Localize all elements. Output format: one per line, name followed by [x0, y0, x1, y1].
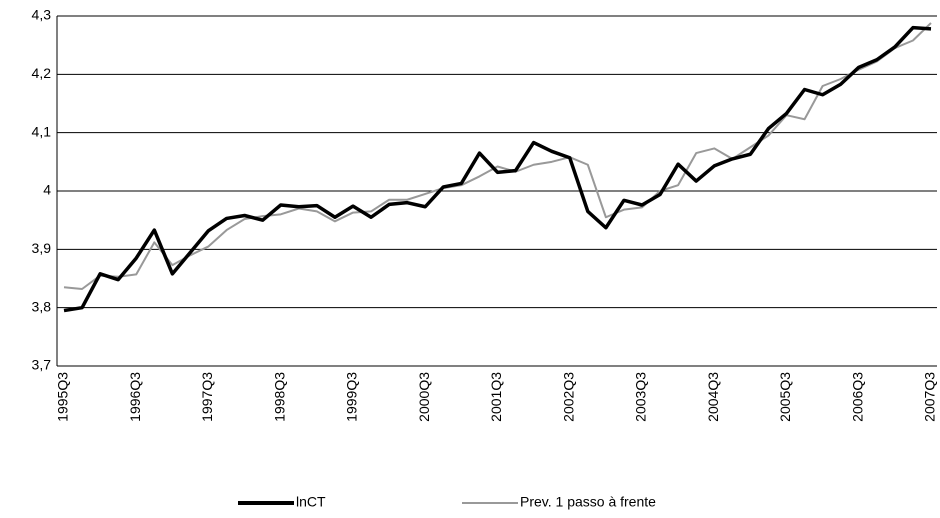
x-tick-label: 2003Q3	[633, 372, 649, 422]
y-tick-label: 3,9	[32, 240, 52, 256]
x-tick-label: 2000Q3	[416, 372, 432, 422]
x-tick-label: 1998Q3	[271, 372, 287, 422]
y-tick-label: 4,3	[32, 7, 52, 23]
y-tick-label: 3,7	[32, 357, 52, 373]
x-tick-label: 2005Q3	[777, 372, 793, 422]
x-tick-label: 2004Q3	[705, 372, 721, 422]
x-tick-label: 2007Q3	[922, 372, 938, 422]
x-tick-label: 1996Q3	[127, 372, 143, 422]
x-tick-label: 2001Q3	[488, 372, 504, 422]
series-line	[63, 25, 932, 313]
x-tick-label: 1999Q3	[344, 372, 360, 422]
y-tick-label: 3,8	[32, 298, 52, 314]
x-tick-label: 1997Q3	[199, 372, 215, 422]
legend-label: lnCT	[296, 494, 326, 510]
x-tick-label: 2006Q3	[849, 372, 865, 422]
legend-label: Prev. 1 passo à frente	[520, 494, 656, 510]
x-tick-label: 1995Q3	[55, 372, 71, 422]
y-tick-label: 4,1	[32, 123, 52, 139]
y-tick-label: 4,2	[32, 65, 52, 81]
x-tick-label: 2002Q3	[560, 372, 576, 422]
y-tick-label: 4	[43, 182, 51, 198]
